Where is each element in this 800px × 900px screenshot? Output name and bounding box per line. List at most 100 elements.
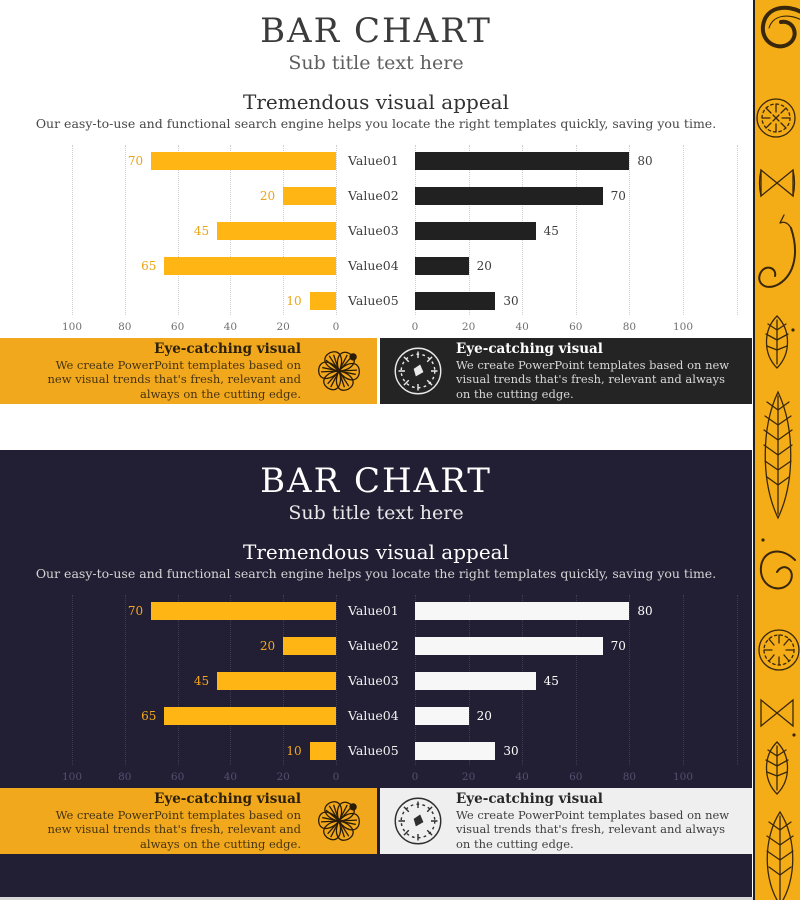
gridline: [124, 145, 126, 315]
gridline: [72, 595, 73, 765]
axis-tick-label: 60: [170, 771, 185, 783]
fruit-slice-illustration-icon: [392, 795, 444, 847]
gridline: [629, 595, 631, 765]
axis-tick-label: 0: [332, 771, 340, 783]
callout-text: Eye-catching visual We create PowerPoint…: [0, 791, 301, 852]
axis-tick-label: 80: [622, 321, 637, 333]
bar-left: [151, 602, 336, 620]
bar-left: [283, 637, 336, 655]
bar-value-label: 45: [193, 674, 210, 688]
axis-tick-label: 20: [461, 321, 476, 333]
chart-right-axis: 0 20 40 60 80 100: [412, 321, 737, 337]
bar-value-label: 65: [141, 709, 157, 723]
axis-tick-label: 20: [461, 771, 476, 783]
flower-illustration-icon: [313, 345, 365, 397]
axis-tick-label: 40: [515, 771, 529, 783]
bar-right: [415, 637, 603, 655]
bar-value-label: 30: [503, 744, 519, 758]
bar-value-label: 10: [286, 294, 302, 308]
bar-right: [415, 742, 496, 760]
bar-left: [309, 292, 336, 310]
axis-tick-label: 20: [276, 321, 290, 333]
gridline: [72, 145, 73, 315]
gridline: [575, 145, 577, 315]
gridline: [124, 595, 126, 765]
axis-tick-label: 80: [118, 321, 132, 333]
bar-value-label: 65: [141, 259, 157, 273]
bar-left: [309, 742, 336, 760]
flower-illustration-icon: [313, 795, 365, 847]
bar-right: [415, 602, 630, 620]
tornado-bar-chart: 70 20 45 65 10 Value01 Value02 Value03 Value04 V…: [0, 145, 752, 340]
section-heading: Tremendous visual appeal: [243, 540, 509, 564]
bar-value-label: 70: [610, 639, 626, 653]
axis-tick-label: 80: [118, 771, 132, 783]
tornado-bar-chart: 70 20 45 65 10 Value01 Value02 Value03 Value04 V…: [0, 595, 752, 790]
axis-tick-label: 40: [223, 321, 238, 333]
gridline: [736, 145, 738, 315]
axis-tick-label: 100: [61, 321, 83, 333]
bar-value-label: 20: [476, 709, 492, 723]
callout-body: We create PowerPoint templates based on …: [456, 807, 730, 851]
bar-value-label: 20: [259, 639, 276, 653]
gridline: [177, 145, 179, 315]
decorative-food-pattern-strip: [753, 0, 800, 900]
axis-tick-label: 0: [411, 771, 419, 783]
bar-value-label: 45: [543, 224, 559, 238]
callout-heading: Eye-catching visual: [154, 340, 301, 357]
callout-body: We create PowerPoint templates based on …: [47, 807, 301, 851]
gridline: [629, 145, 631, 315]
bar-right: [415, 152, 630, 170]
slide-light: BAR CHART Sub title text here Tremendous…: [0, 0, 752, 404]
axis-tick-label: 0: [332, 321, 340, 333]
bar-left: [217, 222, 336, 240]
category-label: Value04: [348, 708, 399, 723]
bar-value-label: 80: [637, 604, 653, 618]
bar-value-label: 10: [286, 744, 302, 758]
axis-tick-label: 60: [569, 321, 583, 333]
chart-category-labels: Value01 Value02 Value03 Value04 Value05: [346, 595, 410, 765]
bar-right: [415, 292, 496, 310]
category-label: Value04: [348, 258, 399, 273]
chart-right-plot: 80 70 45 20 30: [415, 595, 738, 765]
callout-body: We create PowerPoint templates based on …: [456, 357, 730, 401]
callout-text: Eye-catching visual We create PowerPoint…: [456, 791, 752, 852]
category-label: Value05: [348, 293, 399, 308]
section-heading: Tremendous visual appeal: [243, 90, 509, 114]
callout-text: Eye-catching visual We create PowerPoint…: [0, 341, 301, 402]
bar-value-label: 80: [637, 154, 653, 168]
callout-row: Eye-catching visual We create PowerPoint…: [0, 338, 752, 404]
axis-tick-label: 100: [672, 771, 694, 783]
axis-tick-label: 100: [672, 321, 694, 333]
category-label: Value05: [348, 743, 399, 758]
callout-body: We create PowerPoint templates based on …: [47, 357, 301, 401]
bar-value-label: 45: [193, 224, 210, 238]
bar-right: [415, 707, 469, 725]
chart-category-labels: Value01 Value02 Value03 Value04 Value05: [346, 145, 410, 315]
callout-yellow-box: Eye-catching visual We create PowerPoint…: [0, 338, 377, 404]
gridline: [336, 145, 337, 315]
chart-right-plot: 80 70 45 20 30: [415, 145, 738, 315]
chart-left-axis: 100 80 60 40 20 0: [62, 771, 339, 787]
category-label: Value03: [348, 673, 399, 688]
section-description: Our easy-to-use and functional search en…: [35, 566, 717, 581]
bar-value-label: 70: [127, 154, 144, 168]
gridline: [336, 595, 337, 765]
fruit-slice-illustration-icon: [392, 345, 444, 397]
slide-dark: BAR CHART Sub title text here Tremendous…: [0, 450, 752, 897]
gridline: [177, 595, 179, 765]
callout-dark-box: Eye-catching visual We create PowerPoint…: [380, 338, 752, 404]
axis-tick-label: 20: [276, 771, 290, 783]
gridline: [736, 595, 738, 765]
bar-value-label: 45: [543, 674, 559, 688]
slide-gap: [0, 404, 753, 450]
bar-right: [415, 187, 603, 205]
bar-left: [283, 187, 336, 205]
axis-tick-label: 60: [170, 321, 185, 333]
bar-left: [164, 707, 336, 725]
page-title: BAR CHART: [260, 461, 492, 501]
callout-text: Eye-catching visual We create PowerPoint…: [456, 341, 752, 402]
gridline: [683, 595, 684, 765]
category-label: Value01: [348, 153, 399, 168]
